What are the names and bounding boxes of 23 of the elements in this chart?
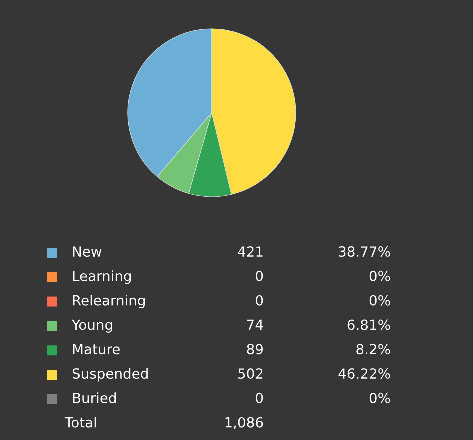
data-label: 8.2%: [356, 344, 390, 355]
data-label: 6.81%: [348, 320, 390, 330]
text: 0: [256, 392, 264, 404]
data-label: 46.22%: [338, 368, 390, 380]
data-label: 38.77%: [339, 246, 390, 258]
text: 0: [256, 295, 264, 306]
legend-label: Suspended: [72, 368, 148, 382]
text: 74: [247, 320, 264, 330]
text: 0%: [370, 295, 390, 306]
text: 0%: [370, 392, 390, 404]
text: 502: [238, 368, 263, 380]
legend-label: Learning: [73, 270, 132, 284]
legend-label: New: [73, 246, 102, 258]
legend-label: Mature: [73, 344, 120, 355]
text: 89: [247, 344, 264, 355]
legend-label: Young: [72, 320, 112, 333]
text: 1,086: [226, 417, 264, 430]
text: 0: [256, 270, 264, 282]
text: 421: [238, 246, 263, 257]
legend-label: Buried: [73, 392, 116, 404]
legend-label: Relearning: [73, 295, 145, 309]
text: Total: [64, 417, 96, 428]
text: 0%: [370, 270, 390, 282]
